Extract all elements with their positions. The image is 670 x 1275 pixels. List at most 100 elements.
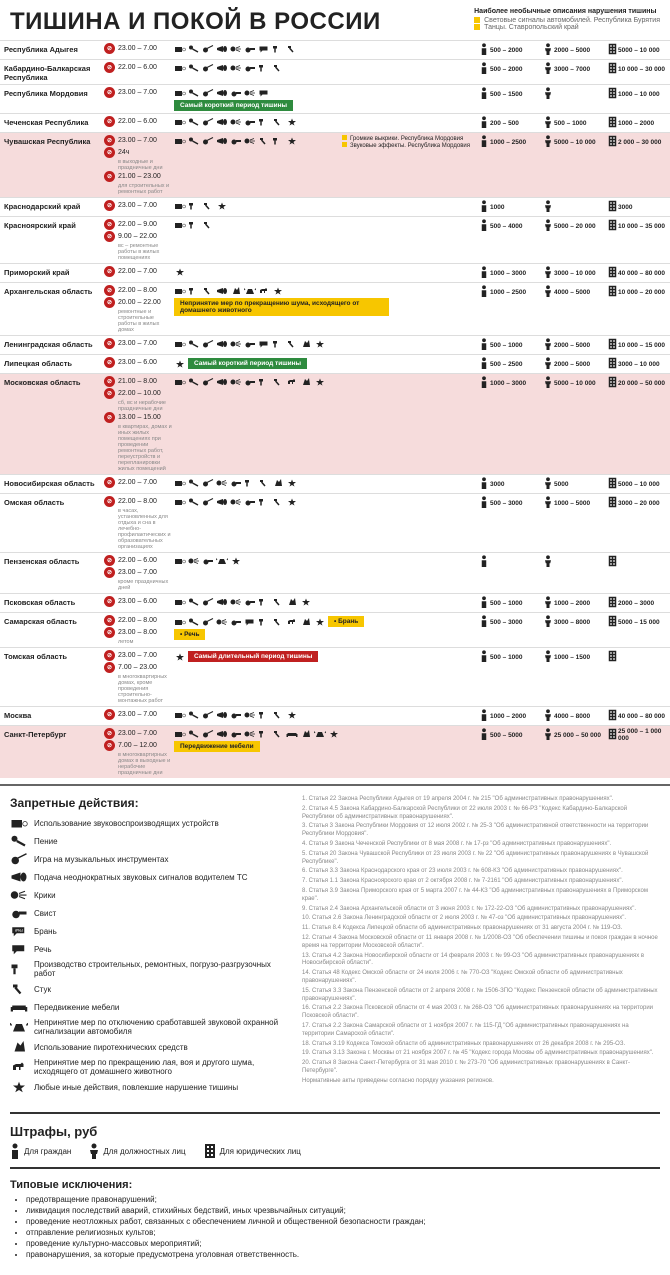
region-row: Красноярский край⊘22.00 – 9.00⊘9.00 – 22… [0, 216, 670, 263]
fine-c1: 1000 – 2500 [490, 289, 526, 296]
fines: 500 – 30001000 – 50003000 – 20 000 [480, 496, 666, 510]
fine-c2: 4000 – 8000 [554, 713, 590, 720]
legend-text: Свист [34, 909, 56, 918]
region-name: Санкт-Петербург [4, 728, 104, 739]
shout-icon [230, 497, 242, 507]
time-range: 23.00 – 7.00 [118, 340, 157, 347]
fine-c1: 1000 – 3000 [490, 380, 526, 387]
fines: 1000 – 20004000 – 800040 000 – 80 000 [480, 709, 666, 723]
whistle-icon [230, 617, 242, 627]
knock-icon [202, 201, 214, 211]
legend-text: Пение [34, 837, 58, 846]
fire-icon [286, 597, 298, 607]
guitar-icon [202, 377, 214, 387]
fire-icon [300, 377, 312, 387]
region-name: Республика Мордовия [4, 87, 104, 98]
law-entry: 20. Статья 8 Закона Санкт-Петербурга от … [302, 1060, 660, 1076]
guitar-icon [202, 339, 214, 349]
sofa-icon [10, 1000, 28, 1014]
radio-icon [174, 220, 186, 230]
region-name: Краснодарский край [4, 200, 104, 211]
horn-icon [216, 88, 228, 98]
radio-icon [174, 286, 186, 296]
star-icon [230, 556, 242, 566]
fine-c3: 40 000 – 80 000 [618, 713, 665, 720]
shout-icon [188, 556, 200, 566]
fine-c1: 500 – 2000 [490, 47, 523, 54]
whistle-icon [244, 497, 256, 507]
fine-c1: 500 – 3000 [490, 619, 523, 626]
knock-icon [272, 117, 284, 127]
time-range: 22.00 – 6.00 [118, 118, 157, 125]
knock-icon [202, 220, 214, 230]
fines: 10003000 [480, 200, 666, 214]
star-icon [286, 117, 298, 127]
law-entry: 7. Статья 1.1 Закона Красноярского края … [302, 878, 660, 886]
fine-c2: 2000 – 5000 [554, 342, 590, 349]
hammer-icon [272, 136, 284, 146]
law-entry: 13. Статья 4.2 Закона Новосибирской обла… [302, 953, 660, 969]
fine-c1: 500 – 1000 [490, 342, 523, 349]
fine-c2: 3000 – 10 000 [554, 270, 596, 277]
legend-text: Подача неоднократных звуковых сигналов в… [34, 873, 248, 882]
region-name: Приморский край [4, 266, 104, 277]
law-entry: 12. Статьи 4 Закона Московской области о… [302, 935, 660, 951]
exclusion-item: ликвидация последствий аварий, стихийных… [26, 1206, 660, 1215]
time-range: 23.00 – 7.00 [118, 137, 157, 144]
speech-icon [244, 617, 256, 627]
fine-c2: 1000 – 1500 [554, 654, 590, 661]
curse-icon [10, 924, 28, 938]
shout-icon [244, 710, 256, 720]
excl-title: Типовые исключения: [10, 1179, 660, 1191]
star-icon [314, 617, 326, 627]
time-range: 22.00 – 10.00 [118, 390, 161, 397]
legend-item: Крики [10, 888, 290, 902]
region-name: Республика Адыгея [4, 43, 104, 54]
time-note: летом [118, 639, 174, 645]
shout-icon [244, 136, 256, 146]
radio-icon [10, 816, 28, 830]
hammer-icon [188, 286, 200, 296]
alarm-icon [244, 286, 256, 296]
radio-icon [174, 339, 186, 349]
fine-c3: 10 000 – 35 000 [618, 223, 665, 230]
region-name: Москва [4, 709, 104, 720]
law-entry: 4. Статья 9 Закона Чеченской Республики … [302, 841, 660, 849]
time-range: 23.00 – 7.00 [118, 652, 157, 659]
fines: 500 – 10001000 – 20002000 – 3000 [480, 596, 666, 610]
region-row: Чеченская Республика⊘22.00 – 6.00 200 – … [0, 113, 670, 132]
hammer-icon [10, 962, 28, 976]
fine-c2: 1000 – 2000 [554, 600, 590, 607]
dog-icon [286, 377, 298, 387]
whistle-icon [230, 710, 242, 720]
legend-text: Игра на музыкальных инструментах [34, 855, 168, 864]
law-entry: 2. Статья 4.5 Закона Кабардино-Балкарско… [302, 806, 660, 822]
hammer-icon [258, 617, 270, 627]
legend-item: Непринятие мер по отключению сработавшей… [10, 1018, 290, 1036]
region-name: Кабардино-Балкарская Республика [4, 62, 104, 82]
shout-icon [230, 63, 242, 73]
radio-icon [174, 136, 186, 146]
star-icon [286, 478, 298, 488]
row-tag: • Речь [174, 629, 205, 640]
legend-text: Передвижение мебели [34, 1003, 119, 1012]
region-row: Новосибирская область⊘22.00 – 7.00 30005… [0, 474, 670, 493]
legend-item: Непринятие мер по прекращению лая, воя и… [10, 1058, 290, 1076]
region-row: Республика Адыгея⊘23.00 – 7.00 500 – 200… [0, 40, 670, 59]
time-note: кроме праздничных дней [118, 579, 174, 591]
fines: 1000 – 25005000 – 10 0002 000 – 30 000 [480, 135, 666, 149]
fine-c1: 1000 – 3000 [490, 270, 526, 277]
star-icon [216, 201, 228, 211]
mic-icon [188, 44, 200, 54]
region-name: Московская область [4, 376, 104, 387]
fine-c2: 4000 – 5000 [554, 289, 590, 296]
star-icon [286, 136, 298, 146]
time-range: 24ч [118, 149, 129, 156]
fire-icon [300, 339, 312, 349]
guitar-icon [202, 597, 214, 607]
fire-icon [272, 478, 284, 488]
mic-icon [188, 497, 200, 507]
exclusion-item: предотвращение правонарушений; [26, 1195, 660, 1204]
radio-icon [174, 617, 186, 627]
fine-officials: Для должностных лиц [89, 1143, 185, 1159]
